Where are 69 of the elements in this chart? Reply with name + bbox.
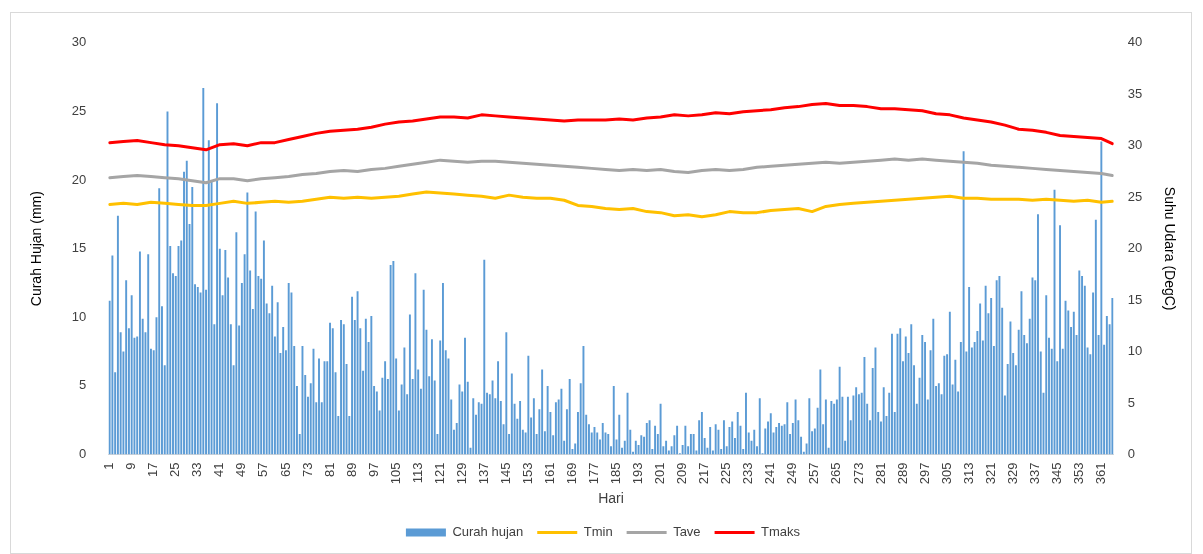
x-tick-label: 97 [365, 462, 381, 477]
x-tick-label: 105 [387, 462, 403, 485]
y2-tick-label: 5 [1127, 394, 1135, 410]
x-tick-label: 337 [1026, 462, 1042, 485]
x-tick-label: 353 [1070, 462, 1086, 485]
x-tick-label: 113 [409, 462, 425, 484]
x-tick-label: 81 [321, 462, 337, 477]
x-tick-label: 129 [453, 462, 469, 485]
x-axis-title: Hari [598, 490, 624, 507]
y2-tick-label: 15 [1127, 291, 1143, 307]
y-axis-title: Curah Hujan (mm) [28, 191, 45, 307]
x-tick-label: 137 [475, 462, 491, 485]
x-tick-label: 281 [872, 462, 888, 485]
x-tick-label: 289 [894, 462, 910, 485]
x-tick-label: 9 [123, 462, 139, 470]
y2-tick-label: 10 [1127, 343, 1143, 359]
x-tick-label: 121 [431, 462, 447, 485]
y-tick-label: 25 [71, 103, 87, 118]
x-tick-label: 73 [299, 462, 315, 477]
x-tick-label: 361 [1092, 462, 1108, 485]
y2-tick-label: 35 [1127, 85, 1143, 101]
x-tick-label: 17 [145, 462, 161, 477]
x-tick-label: 321 [982, 462, 998, 485]
y2-axis-title: Suhu Udara (DegC) [1161, 186, 1178, 311]
x-tick-label: 217 [696, 462, 712, 485]
x-tick-label: 25 [167, 462, 183, 477]
y-tick-label: 15 [71, 240, 87, 256]
y-tick-label: 30 [71, 34, 87, 50]
y-tick-label: 0 [79, 446, 87, 462]
x-tick-label: 225 [718, 462, 734, 485]
x-tick-label: 193 [630, 462, 646, 485]
x-tick-label: 185 [608, 462, 624, 485]
y2-tick-label: 40 [1127, 34, 1143, 50]
x-tick-label: 145 [497, 462, 513, 485]
y-tick-label: 10 [71, 308, 87, 324]
y2-tick-label: 30 [1127, 137, 1143, 153]
y2-tick-label: 25 [1127, 188, 1143, 204]
legend-label: Tmin [583, 524, 613, 540]
x-tick-label: 169 [564, 462, 580, 485]
y2-tick-label: 0 [1127, 446, 1135, 462]
x-tick-label: 233 [740, 462, 756, 485]
legend-label: Tave [673, 524, 701, 540]
x-tick-label: 65 [277, 462, 293, 477]
y-tick-label: 5 [79, 377, 87, 393]
x-tick-label: 49 [233, 462, 249, 477]
y-tick-label: 20 [71, 171, 87, 187]
x-tick-label: 41 [211, 462, 227, 477]
x-tick-label: 297 [916, 462, 932, 485]
x-tick-label: 273 [850, 462, 866, 485]
x-tick-label: 153 [519, 462, 535, 485]
x-tick-label: 265 [828, 462, 844, 485]
x-tick-label: 209 [674, 462, 690, 485]
x-tick-label: 329 [1004, 462, 1020, 485]
x-tick-label: 89 [343, 462, 359, 477]
x-tick-label: 313 [960, 462, 976, 485]
y2-tick-label: 20 [1127, 240, 1143, 256]
x-tick-label: 1 [101, 462, 117, 470]
x-tick-label: 249 [784, 462, 800, 485]
legend-label: Tmaks [761, 524, 801, 540]
x-tick-label: 257 [806, 462, 822, 485]
x-tick-label: 33 [189, 462, 205, 477]
x-tick-label: 345 [1048, 462, 1064, 485]
legend-label: Curah hujan [452, 524, 524, 540]
x-tick-label: 241 [762, 462, 778, 485]
x-tick-label: 201 [652, 462, 668, 485]
x-tick-label: 305 [938, 462, 954, 485]
x-tick-label: 161 [541, 462, 557, 485]
x-tick-label: 57 [255, 462, 271, 477]
x-tick-label: 177 [586, 462, 602, 485]
